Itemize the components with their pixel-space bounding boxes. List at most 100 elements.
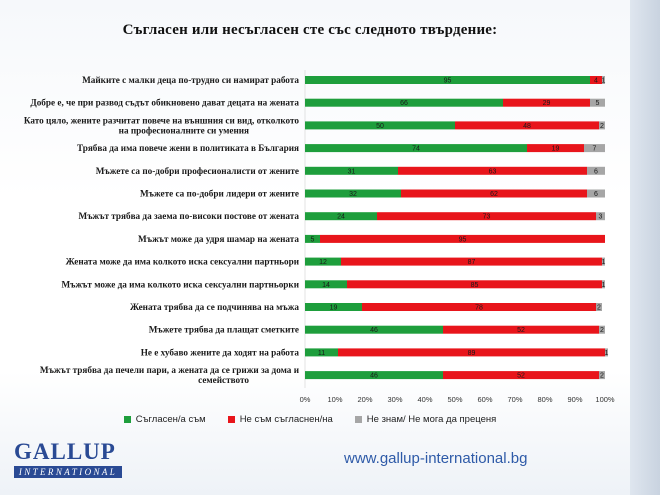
- bar-segment: [587, 166, 605, 175]
- bar-value-label: 89: [468, 350, 476, 357]
- x-tick-label: 20%: [357, 395, 372, 404]
- bar-segment: [599, 121, 605, 130]
- bar-segment: [347, 280, 602, 289]
- bar-value-label: 2: [600, 327, 604, 334]
- bar-segment: [605, 348, 608, 357]
- category-label: Мъжът може да има колкото иска сексуални…: [61, 279, 299, 289]
- bar-segment: [587, 189, 605, 198]
- chart-legend: Съгласен/а съм Не съм съгласнен/на Не знам…: [0, 414, 620, 425]
- bar-segment: [527, 144, 584, 153]
- bar-value-label: 95: [444, 78, 452, 85]
- category-label-line: Мъжете са по-добри лидери от жените: [140, 189, 299, 199]
- bar-value-label: 14: [322, 282, 330, 289]
- legend-item: Съгласен/а съм: [123, 414, 206, 425]
- bar-value-label: 6: [594, 191, 598, 198]
- bar-value-label: 52: [517, 327, 525, 334]
- bar-value-label: 95: [459, 236, 467, 243]
- legend-item: Не съм съгласнен/на: [227, 414, 333, 425]
- gallup-logo: GALLUP INTERNATIONAL: [14, 440, 126, 482]
- bar-value-label: 2: [597, 305, 601, 312]
- bar-value-label: 78: [475, 305, 483, 312]
- bar-segment: [338, 348, 605, 357]
- logo-subtitle: INTERNATIONAL: [14, 466, 122, 478]
- category-label: Майките с малки деца по-трудно си намира…: [82, 75, 299, 85]
- category-label: Жената може да има колкото иска сексуалн…: [66, 257, 300, 267]
- legend-item: Не знам/ Не мога да преценя: [354, 414, 497, 425]
- category-label: Не е хубаво жените да ходят на работа: [141, 347, 300, 357]
- bar-value-label: 85: [471, 282, 479, 289]
- x-tick-label: 70%: [507, 395, 522, 404]
- category-label-line: Мъжът трябва да печели пари, а жената да…: [40, 365, 300, 375]
- bar-value-label: 52: [517, 373, 525, 380]
- x-tick-label: 30%: [387, 395, 402, 404]
- bar-segment: [305, 303, 362, 311]
- bar-value-label: 29: [543, 100, 551, 107]
- legend-swatch: [123, 416, 131, 423]
- bar-value-label: 73: [483, 214, 491, 221]
- bar-value-label: 5: [311, 236, 315, 243]
- bar-segment: [305, 189, 401, 198]
- category-label: Мъжете са по-добри лидери от жените: [140, 189, 299, 199]
- legend-label: Съгласен/а съм: [135, 414, 206, 425]
- bar-value-label: 2: [600, 123, 604, 130]
- bar-segment: [596, 303, 602, 311]
- bar-segment: [590, 98, 605, 107]
- x-tick-label: 90%: [567, 395, 582, 404]
- category-label: Като цяло, жените разчитат повече на вън…: [24, 115, 300, 135]
- bar-value-label: 3: [599, 214, 603, 221]
- bar-segment: [503, 98, 590, 107]
- bar-segment: [443, 325, 599, 334]
- category-label-line: Добре е, че при развод съдът обикновено …: [30, 98, 299, 108]
- bar-value-label: 19: [330, 305, 338, 312]
- category-label: Мъжете са по-добри професионалисти от же…: [96, 166, 299, 176]
- bar-segment: [599, 371, 605, 380]
- bar-value-label: 74: [412, 146, 420, 153]
- x-tick-label: 40%: [417, 395, 432, 404]
- bar-segment: [305, 76, 590, 84]
- legend-label: Не знам/ Не мога да преценя: [366, 414, 497, 425]
- bar-segment: [305, 98, 503, 107]
- website-link[interactable]: www.gallup-international.bg: [344, 450, 528, 467]
- bar-value-label: 1: [602, 282, 606, 289]
- category-label-line: Мъжът може да удря шамар на жената: [138, 234, 299, 244]
- legend-swatch: [227, 416, 235, 423]
- category-label-line: на професионалните си умения: [119, 125, 249, 135]
- bar-value-label: 63: [489, 168, 497, 175]
- bar-value-label: 24: [337, 214, 345, 221]
- category-label-line: семейството: [198, 375, 249, 385]
- bar-segment: [590, 76, 602, 84]
- category-label: Мъжът може да удря шамар на жената: [138, 234, 299, 244]
- bar-value-label: 12: [319, 259, 327, 266]
- bar-value-label: 46: [370, 373, 378, 380]
- bar-segment: [305, 234, 320, 243]
- bar-value-label: 1: [605, 350, 609, 357]
- bar-segment: [320, 234, 605, 243]
- category-label-line: Жената трябва да се подчинява на мъжа: [130, 302, 299, 312]
- bar-segment: [602, 280, 605, 289]
- bar-value-label: 6: [594, 168, 598, 175]
- x-tick-label: 80%: [537, 395, 552, 404]
- bar-segment: [305, 325, 443, 334]
- category-label-line: Мъжът трябва да заема по-високи постове …: [79, 211, 300, 221]
- bar-segment: [305, 212, 377, 221]
- bar-segment: [584, 144, 605, 153]
- x-tick-label: 0%: [300, 395, 311, 404]
- category-label: Трябва да има повече жени в политиката в…: [77, 143, 299, 153]
- category-label-line: Не е хубаво жените да ходят на работа: [141, 347, 300, 357]
- bar-segment: [305, 121, 455, 130]
- bar-segment: [377, 212, 596, 221]
- bar-value-label: 11: [318, 350, 325, 357]
- bar-segment: [305, 166, 398, 175]
- bar-value-label: 48: [523, 123, 531, 130]
- bar-value-label: 2: [600, 373, 604, 380]
- logo-name: GALLUP: [14, 439, 116, 464]
- decorative-side-band: [630, 0, 660, 495]
- bar-segment: [398, 166, 587, 175]
- category-label-line: Майките с малки деца по-трудно си намира…: [82, 75, 299, 85]
- category-label: Мъжът трябва да печели пари, а жената да…: [40, 365, 300, 385]
- bar-segment: [362, 303, 596, 311]
- bar-segment: [305, 144, 527, 153]
- bar-segment: [443, 371, 599, 380]
- bar-value-label: 1: [602, 78, 606, 85]
